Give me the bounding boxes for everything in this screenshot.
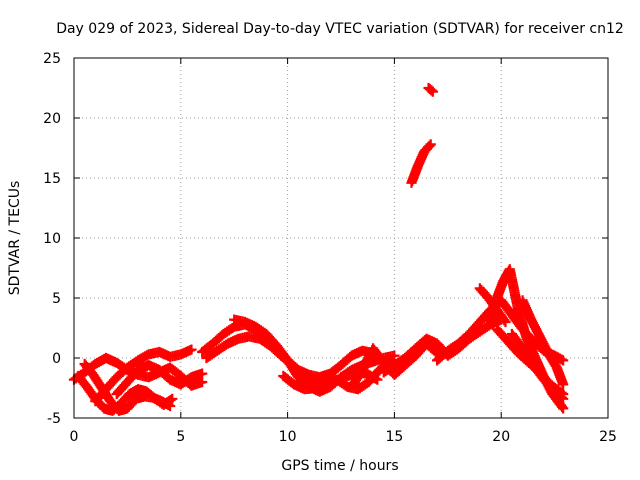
x-tick-label: 15 [385, 429, 403, 445]
data-point [558, 379, 569, 390]
y-tick-label: 0 [52, 351, 61, 367]
y-tick-label: 5 [52, 291, 61, 307]
series-track-e [111, 360, 208, 400]
data-point [165, 400, 176, 412]
y-tick-label: 10 [43, 231, 61, 247]
data-points [68, 82, 569, 416]
x-tick-label: 10 [279, 429, 297, 445]
chart-title: Day 029 of 2023, Sidereal Day-to-day VTE… [56, 21, 624, 37]
data-point [424, 140, 435, 151]
y-tick-label: -5 [47, 411, 61, 427]
x-tick-label: 0 [70, 429, 79, 445]
data-point [186, 344, 197, 355]
series-track-s [491, 324, 569, 400]
series-track-k [378, 314, 507, 378]
x-axis-label: GPS time / hours [281, 458, 398, 474]
data-point [558, 388, 569, 400]
data-point [426, 85, 437, 96]
data-point [558, 355, 569, 366]
data-point [558, 403, 569, 414]
data-point [197, 368, 208, 379]
y-tick-label: 15 [43, 171, 61, 187]
data-point [500, 316, 511, 328]
axis-ticks: 0 5 10 15 20 25 -5 0 5 10 15 20 25 [43, 51, 617, 445]
data-point [430, 346, 441, 357]
y-tick-label: 20 [43, 111, 61, 127]
y-tick-label: 25 [43, 51, 61, 67]
series-track-m [423, 82, 438, 97]
x-tick-label: 25 [599, 429, 617, 445]
x-tick-label: 5 [176, 429, 185, 445]
data-point [425, 139, 436, 150]
data-point [197, 376, 208, 388]
data-point [389, 350, 400, 361]
y-axis-label: SDTVAR / TECUs [7, 181, 23, 296]
data-point [427, 86, 438, 97]
series-track-r [517, 295, 569, 390]
series-track-d [90, 344, 197, 407]
data-point [167, 393, 178, 404]
series-track-l [406, 139, 436, 188]
x-tick-label: 20 [492, 429, 510, 445]
